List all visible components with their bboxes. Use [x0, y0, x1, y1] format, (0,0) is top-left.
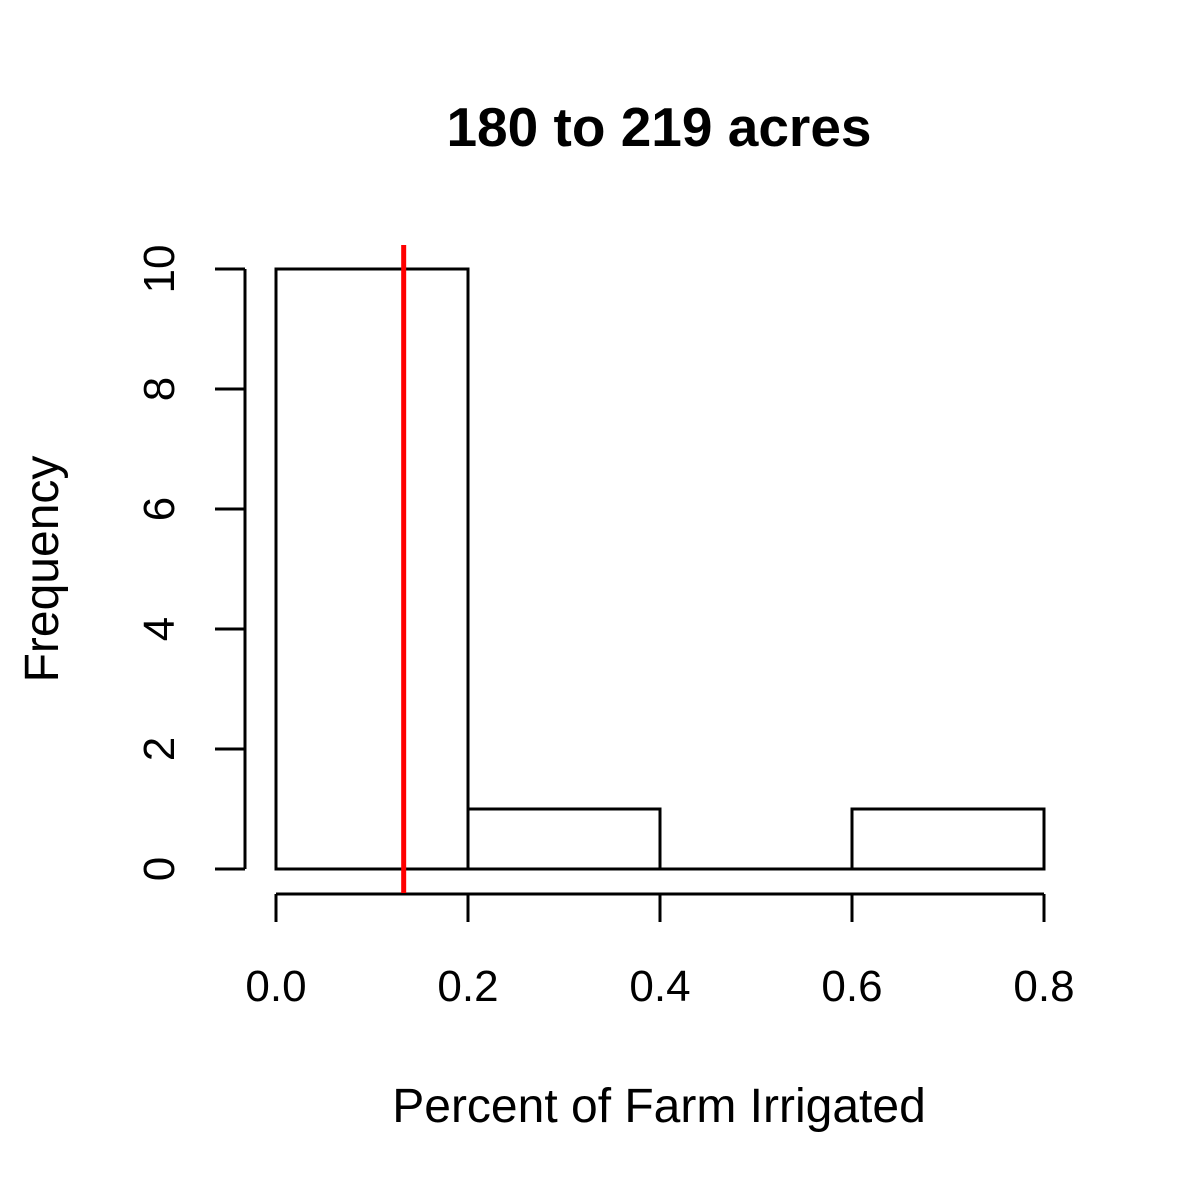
y-axis: 0 2 4 6 8 10	[135, 245, 247, 881]
y-tick-label: 2	[135, 737, 184, 761]
y-tick-label: 10	[135, 245, 184, 294]
x-tick-label: 0.0	[245, 962, 306, 1011]
x-tick-label: 0.2	[437, 962, 498, 1011]
x-axis-label: Percent of Farm Irrigated	[392, 1080, 926, 1133]
histogram-bar	[850, 807, 1046, 871]
y-axis-label: Frequency	[16, 456, 69, 683]
y-tick-label: 4	[135, 617, 184, 641]
y-tick-label: 6	[135, 497, 184, 521]
bars-layer	[274, 267, 1046, 871]
histogram-bar	[466, 807, 662, 871]
x-axis: 0.0 0.2 0.4 0.6 0.8	[245, 892, 1075, 1011]
x-tick-label: 0.4	[629, 962, 690, 1011]
x-tick-label: 0.8	[1013, 962, 1074, 1011]
x-tick-label: 0.6	[821, 962, 882, 1011]
y-tick-label: 0	[135, 857, 184, 881]
chart-title: 180 to 219 acres	[446, 96, 871, 158]
y-tick-label: 8	[135, 377, 184, 401]
histogram-bar	[274, 267, 470, 871]
